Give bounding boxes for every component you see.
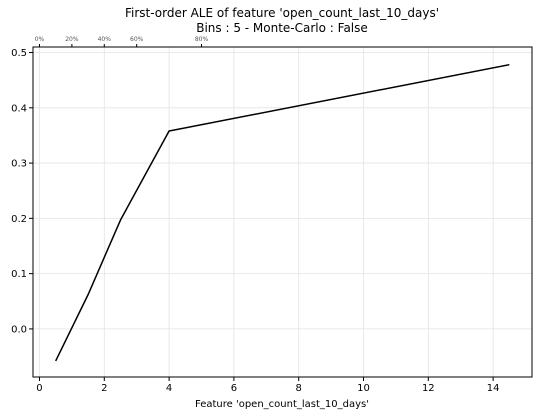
quantile-label: 80%: [195, 36, 209, 43]
grid-lines: [33, 47, 532, 377]
x-tick-label: 10: [357, 383, 370, 394]
x-tick-label: 0: [36, 383, 42, 394]
ale-line: [55, 63, 510, 362]
y-tick-label: 0.5: [11, 48, 27, 59]
quantile-label: 60%: [130, 36, 144, 43]
ale-line-layer: [55, 63, 510, 362]
quantile-label: 20%: [65, 36, 79, 43]
x-tick-label: 4: [166, 383, 172, 394]
quantile-label: 40%: [98, 36, 112, 43]
y-tick-label: 0.2: [11, 214, 27, 225]
y-tick-label: 0.3: [11, 159, 27, 170]
x-tick-label: 14: [487, 383, 500, 394]
y-tick-label: 0.4: [11, 103, 27, 114]
chart-subtitle: Bins : 5 - Monte-Carlo : False: [196, 21, 368, 35]
y-tick-label: 0.1: [11, 269, 27, 280]
x-tick-label: 8: [296, 383, 302, 394]
x-tick-label: 12: [422, 383, 435, 394]
quantile-axis: 0% 20% 40% 60% 80%: [35, 36, 209, 47]
axis-ticks: 0 2 4 6 8 10 12 14 0.0 0.1 0.2 0.3 0.4 0.5: [11, 48, 499, 394]
x-tick-label: 6: [231, 383, 237, 394]
chart-title: First-order ALE of feature 'open_count_l…: [125, 6, 439, 20]
x-tick-label: 2: [101, 383, 107, 394]
plot-frame: [32, 46, 533, 378]
quantile-label: 0%: [35, 36, 45, 43]
y-tick-label: 0.0: [11, 324, 27, 335]
x-axis-label: Feature 'open_count_last_10_days': [195, 399, 369, 410]
